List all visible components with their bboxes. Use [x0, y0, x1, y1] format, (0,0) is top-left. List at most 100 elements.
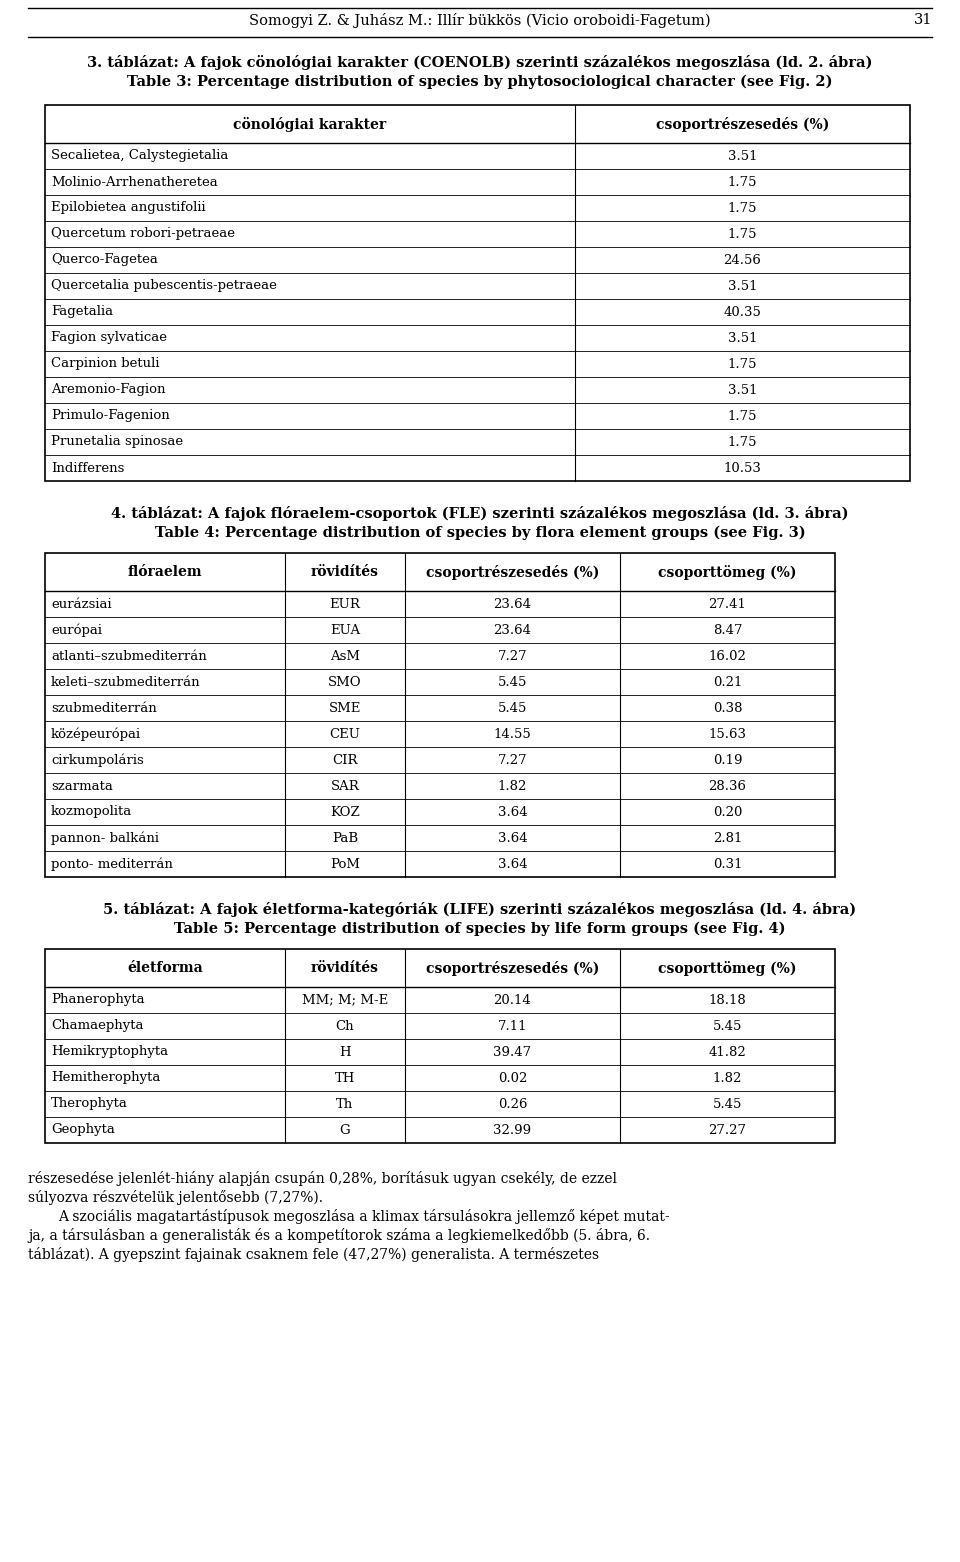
Text: 1.75: 1.75 — [728, 228, 757, 241]
Text: 14.55: 14.55 — [493, 728, 532, 740]
Text: 1.82: 1.82 — [713, 1072, 742, 1084]
Text: középeurópai: középeurópai — [51, 728, 141, 740]
Text: 4. táblázat: A fajok flóraelem-csoportok (FLE) szerinti százalékos megoszlása (l: 4. táblázat: A fajok flóraelem-csoportok… — [111, 506, 849, 522]
Text: 0.02: 0.02 — [498, 1072, 527, 1084]
Text: 40.35: 40.35 — [724, 306, 761, 319]
Text: 0.21: 0.21 — [713, 675, 742, 689]
Text: Molinio-Arrhenatheretea: Molinio-Arrhenatheretea — [51, 175, 218, 189]
Text: 0.31: 0.31 — [712, 858, 742, 870]
Text: Primulo-Fagenion: Primulo-Fagenion — [51, 409, 170, 422]
Text: 5.45: 5.45 — [713, 1020, 742, 1032]
Text: 27.41: 27.41 — [708, 598, 747, 611]
Text: 7.27: 7.27 — [497, 650, 527, 662]
Text: 5.45: 5.45 — [713, 1098, 742, 1111]
Text: 3.64: 3.64 — [497, 806, 527, 818]
Text: 3. táblázat: A fajok cönológiai karakter (COENOLB) szerinti százalékos megoszlás: 3. táblázat: A fajok cönológiai karakter… — [87, 55, 873, 70]
Text: rövidítés: rövidítés — [311, 565, 379, 580]
Text: Querco-Fagetea: Querco-Fagetea — [51, 253, 157, 267]
Text: cönológiai karakter: cönológiai karakter — [233, 117, 387, 131]
Text: EUR: EUR — [329, 598, 360, 611]
Text: 1.75: 1.75 — [728, 409, 757, 422]
Text: Fagion sylvaticae: Fagion sylvaticae — [51, 331, 167, 345]
Text: Chamaephyta: Chamaephyta — [51, 1020, 143, 1032]
Text: részesedése jelenlét-hiány alapján csupán 0,28%, borításuk ugyan csekély, de ezz: részesedése jelenlét-hiány alapján csupá… — [28, 1172, 617, 1186]
Text: 1.75: 1.75 — [728, 175, 757, 189]
Text: Ch: Ch — [336, 1020, 354, 1032]
Text: Hemikryptophyta: Hemikryptophyta — [51, 1045, 168, 1059]
Text: 0.20: 0.20 — [713, 806, 742, 818]
Text: Therophyta: Therophyta — [51, 1098, 128, 1111]
Text: 24.56: 24.56 — [724, 253, 761, 267]
Text: eurázsiai: eurázsiai — [51, 598, 111, 611]
Text: 10.53: 10.53 — [724, 461, 761, 475]
Text: táblázat). A gyepszint fajainak csaknem fele (47,27%) generalista. A természetes: táblázat). A gyepszint fajainak csaknem … — [28, 1246, 599, 1262]
Text: súlyozva részvételük jelentősebb (7,27%).: súlyozva részvételük jelentősebb (7,27%)… — [28, 1190, 323, 1204]
Text: 23.64: 23.64 — [493, 598, 532, 611]
Text: Secalietea, Calystegietalia: Secalietea, Calystegietalia — [51, 150, 228, 162]
Text: 8.47: 8.47 — [712, 623, 742, 636]
Text: kozmopolita: kozmopolita — [51, 806, 132, 818]
Text: 1.75: 1.75 — [728, 358, 757, 370]
Text: 3.64: 3.64 — [497, 858, 527, 870]
Text: 23.64: 23.64 — [493, 623, 532, 636]
Bar — [45, 950, 835, 1143]
Text: 20.14: 20.14 — [493, 993, 532, 1006]
Text: Quercetum robori-petraeae: Quercetum robori-petraeae — [51, 228, 235, 241]
Text: csoporttömeg (%): csoporttömeg (%) — [659, 961, 797, 976]
Text: 2.81: 2.81 — [713, 831, 742, 845]
Text: 3.64: 3.64 — [497, 831, 527, 845]
Text: PaB: PaB — [332, 831, 358, 845]
Text: 18.18: 18.18 — [708, 993, 746, 1006]
Text: cirkumpoláris: cirkumpoláris — [51, 753, 144, 767]
Text: Geophyta: Geophyta — [51, 1123, 115, 1137]
Text: 3.51: 3.51 — [728, 331, 757, 345]
Text: Table 4: Percentage distribution of species by flora element groups (see Fig. 3): Table 4: Percentage distribution of spec… — [155, 526, 805, 540]
Bar — [45, 553, 835, 876]
Text: Table 3: Percentage distribution of species by phytosociological character (see : Table 3: Percentage distribution of spec… — [128, 75, 832, 89]
Text: csoporttömeg (%): csoporttömeg (%) — [659, 564, 797, 580]
Text: keleti–szubmediterrán: keleti–szubmediterrán — [51, 675, 201, 689]
Bar — [45, 105, 910, 481]
Text: 0.26: 0.26 — [497, 1098, 527, 1111]
Text: atlanti–szubmediterrán: atlanti–szubmediterrán — [51, 650, 206, 662]
Text: 5.45: 5.45 — [498, 701, 527, 714]
Text: Phanerophyta: Phanerophyta — [51, 993, 145, 1006]
Text: TH: TH — [335, 1072, 355, 1084]
Text: Prunetalia spinosae: Prunetalia spinosae — [51, 436, 183, 448]
Text: G: G — [340, 1123, 350, 1137]
Text: MM; M; M-E: MM; M; M-E — [301, 993, 388, 1006]
Text: 3.51: 3.51 — [728, 280, 757, 292]
Text: Somogyi Z. & Juhász M.: Illír bükkös (Vicio oroboidi-Fagetum): Somogyi Z. & Juhász M.: Illír bükkös (Vi… — [250, 12, 710, 28]
Text: Carpinion betuli: Carpinion betuli — [51, 358, 159, 370]
Text: Epilobietea angustifolii: Epilobietea angustifolii — [51, 201, 205, 214]
Text: 1.82: 1.82 — [498, 779, 527, 792]
Text: szubmediterrán: szubmediterrán — [51, 701, 156, 714]
Text: 16.02: 16.02 — [708, 650, 747, 662]
Text: AsM: AsM — [330, 650, 360, 662]
Text: H: H — [339, 1045, 350, 1059]
Text: csoportrészesedés (%): csoportrészesedés (%) — [426, 564, 599, 580]
Text: Aremonio-Fagion: Aremonio-Fagion — [51, 384, 165, 397]
Text: 32.99: 32.99 — [493, 1123, 532, 1137]
Text: pannon- balkáni: pannon- balkáni — [51, 831, 159, 845]
Text: Hemitherophyta: Hemitherophyta — [51, 1072, 160, 1084]
Text: európai: európai — [51, 623, 102, 637]
Text: 0.19: 0.19 — [712, 753, 742, 767]
Text: PoM: PoM — [330, 858, 360, 870]
Text: életforma: életforma — [127, 961, 203, 975]
Text: 15.63: 15.63 — [708, 728, 747, 740]
Text: 5.45: 5.45 — [498, 675, 527, 689]
Text: 27.27: 27.27 — [708, 1123, 747, 1137]
Text: 1.75: 1.75 — [728, 436, 757, 448]
Text: SAR: SAR — [330, 779, 359, 792]
Text: csoportrészesedés (%): csoportrészesedés (%) — [656, 117, 829, 131]
Text: Table 5: Percentage distribution of species by life form groups (see Fig. 4): Table 5: Percentage distribution of spec… — [175, 922, 785, 936]
Text: Th: Th — [336, 1098, 353, 1111]
Text: ponto- mediterrán: ponto- mediterrán — [51, 858, 173, 870]
Text: SME: SME — [329, 701, 361, 714]
Text: Fagetalia: Fagetalia — [51, 306, 113, 319]
Text: A szociális magatartástípusok megoszlása a klimax társulásokra jellemző képet mu: A szociális magatartástípusok megoszlása… — [58, 1209, 670, 1225]
Text: rövidítés: rövidítés — [311, 961, 379, 975]
Text: Indifferens: Indifferens — [51, 461, 125, 475]
Text: 28.36: 28.36 — [708, 779, 747, 792]
